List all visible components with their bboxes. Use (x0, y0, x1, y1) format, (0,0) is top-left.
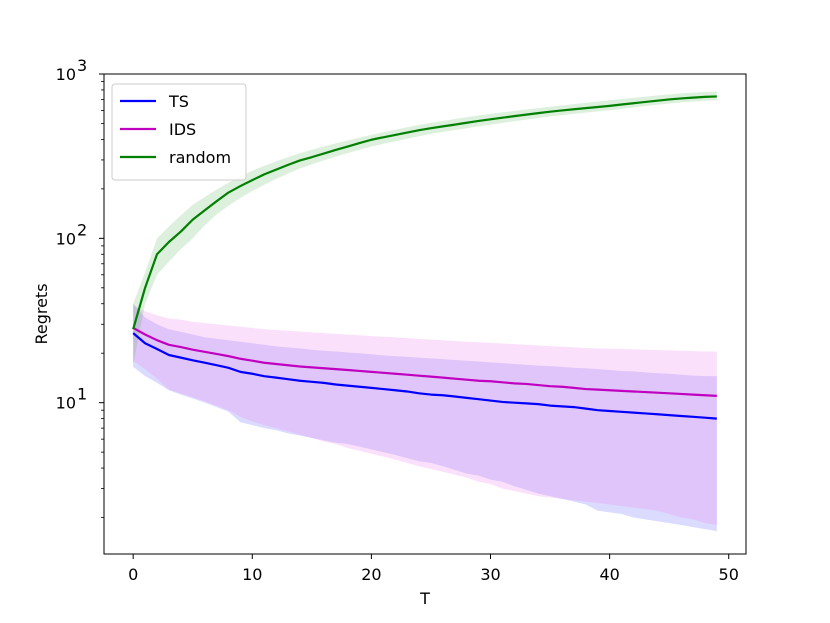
line-random (132, 95, 717, 330)
band-ids (133, 305, 717, 526)
x-tick-label: 20 (361, 565, 381, 584)
y-tick-exponent: 1 (77, 385, 87, 404)
y-tick-label: 10 (56, 394, 76, 413)
y-tick-exponent: 2 (77, 220, 87, 239)
x-axis-ticks: 0 10 20 30 40 50 (128, 554, 739, 584)
legend-label-ids: IDS (169, 120, 196, 139)
x-tick-label: 40 (599, 565, 619, 584)
y-axis-label: Regrets (32, 283, 51, 344)
line-ids (132, 326, 717, 397)
x-tick-label: 0 (128, 565, 138, 584)
x-tick-label: 30 (480, 565, 500, 584)
x-tick-label: 50 (719, 565, 739, 584)
plot-area-frame (103, 73, 747, 555)
legend-label-ts: TS (168, 92, 189, 111)
confidence-bands (133, 91, 717, 532)
x-axis-label: T (419, 589, 430, 608)
y-tick-label: 10 (56, 229, 76, 248)
legend: TS IDS random (111, 83, 247, 181)
y-tick-label: 10 (56, 65, 76, 84)
line-ts (132, 332, 717, 420)
y-tick-exponent: 3 (77, 56, 87, 75)
x-tick-label: 10 (242, 565, 262, 584)
series-lines (132, 95, 717, 420)
legend-label-random: random (169, 148, 231, 167)
band-ts (133, 303, 717, 532)
